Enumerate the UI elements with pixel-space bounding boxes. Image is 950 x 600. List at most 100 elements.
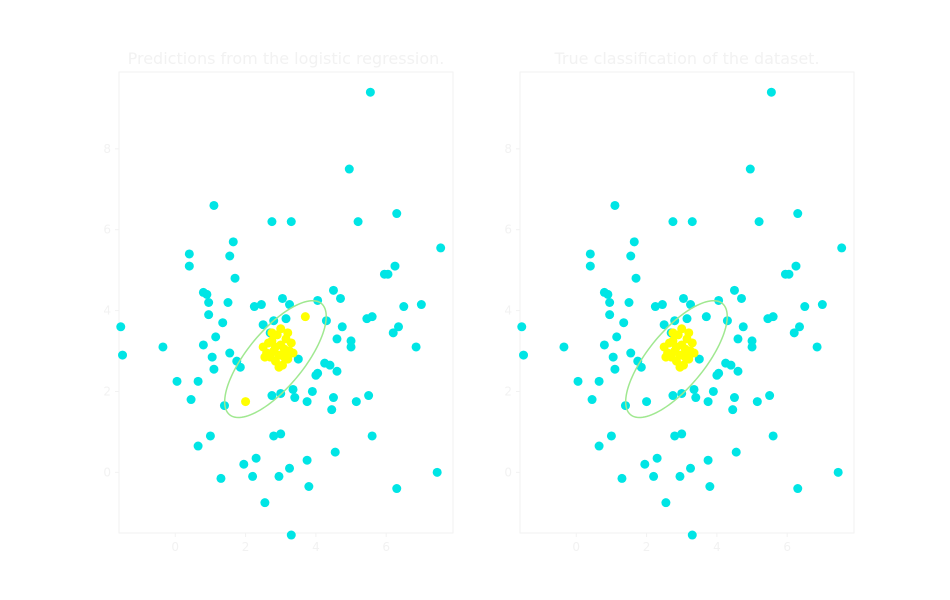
left-point-class-a [332, 366, 342, 376]
right-y-tick-label: 4 [504, 304, 512, 318]
left-points [116, 87, 446, 540]
right-decision-ellipse [624, 299, 728, 419]
right-point-class-a [703, 397, 713, 407]
right-x-tick-label: 6 [783, 540, 791, 554]
right-point-class-a [608, 352, 618, 362]
left-point-class-a [330, 447, 340, 457]
right-point-class-a [682, 314, 692, 324]
right-point-class-b [664, 338, 674, 348]
left-point-class-a [302, 455, 312, 465]
left-panel-predictions: Predictions from the logistic regression… [103, 49, 454, 554]
left-point-class-b [267, 328, 277, 338]
right-point-class-a [687, 217, 697, 227]
right-point-class-a [649, 471, 659, 481]
right-points [517, 87, 847, 540]
left-plot-frame [118, 71, 454, 534]
right-point-class-a [619, 318, 629, 328]
right-point-class-a [714, 368, 724, 378]
left-point-class-a [290, 393, 300, 403]
right-point-class-a [612, 332, 622, 342]
left-point-class-a [239, 459, 249, 469]
left-point-class-a [184, 249, 194, 259]
left-point-class-a [228, 237, 238, 247]
left-decision-ellipse [223, 299, 327, 419]
right-point-class-a [729, 285, 739, 295]
right-point-class-a [594, 376, 604, 386]
left-point-class-a [351, 397, 361, 407]
right-point-class-a [731, 447, 741, 457]
left-point-class-a [256, 300, 266, 310]
left-point-class-a [328, 285, 338, 295]
left-point-class-b [279, 352, 289, 362]
right-point-class-a [812, 342, 822, 352]
right-point-class-a [733, 366, 743, 376]
left-point-class-a [281, 314, 291, 324]
right-point-class-a [675, 471, 685, 481]
right-point-class-a [754, 217, 764, 227]
right-point-class-b [675, 362, 685, 372]
right-point-class-a [745, 164, 755, 174]
left-point-class-a [225, 251, 235, 261]
left-point-class-a [365, 87, 375, 97]
right-point-class-a [573, 376, 583, 386]
right-ellipse [624, 299, 728, 419]
right-point-class-a [605, 298, 615, 307]
left-y-tick-label: 8 [103, 142, 111, 156]
left-point-class-a [285, 300, 295, 310]
right-point-class-a [768, 312, 778, 322]
right-point-class-a [733, 334, 743, 344]
left-x-tick-label: 6 [382, 540, 390, 554]
right-point-class-a [728, 405, 738, 415]
right-point-class-a [624, 298, 634, 307]
right-y-tick-label: 6 [504, 223, 512, 237]
right-point-class-b [677, 324, 687, 334]
left-point-class-a [267, 217, 277, 227]
left-point-class-a [225, 348, 235, 358]
left-point-class-a [267, 391, 277, 401]
right-point-class-a [650, 302, 660, 312]
right-point-class-a [817, 300, 827, 310]
left-point-class-a [325, 360, 335, 370]
right-point-class-a [687, 530, 697, 540]
right-point-class-a [599, 340, 609, 350]
left-point-class-a [383, 269, 393, 279]
left-point-class-a [313, 368, 323, 378]
right-point-class-a [791, 261, 801, 271]
right-point-class-a [765, 391, 775, 401]
left-point-class-a [411, 342, 421, 352]
right-point-class-b [687, 338, 697, 348]
left-point-class-a [223, 298, 233, 307]
right-point-class-a [686, 300, 696, 310]
left-point-class-a [249, 302, 259, 312]
right-point-class-a [626, 251, 636, 261]
right-point-class-a [793, 209, 803, 219]
right-point-class-a [605, 310, 615, 320]
right-point-class-a [677, 429, 687, 439]
right-point-class-a [708, 386, 718, 396]
left-point-class-a [204, 298, 214, 307]
left-point-class-a [392, 484, 402, 494]
left-point-class-a [248, 471, 258, 481]
left-x-tick-label: 4 [312, 540, 320, 554]
right-point-class-a [729, 393, 739, 403]
left-point-class-a [205, 431, 215, 441]
left-point-class-a [277, 293, 287, 303]
right-point-class-a [752, 397, 762, 407]
left-point-class-a [209, 200, 219, 210]
right-x-tick-label: 0 [572, 540, 580, 554]
left-point-class-a [416, 300, 426, 310]
left-point-class-a [184, 261, 194, 271]
right-x-ticks: 0 2 4 6 [572, 533, 791, 554]
right-point-class-a [833, 467, 843, 477]
right-x-tick-label: 2 [643, 540, 651, 554]
left-point-class-a [276, 429, 286, 439]
left-point-class-a [307, 386, 317, 396]
right-point-class-b [680, 352, 690, 362]
left-point-class-a [304, 481, 314, 491]
left-point-class-a [390, 261, 400, 271]
right-point-class-a [703, 455, 713, 465]
right-point-class-a [736, 293, 746, 303]
right-y-tick-label: 0 [504, 465, 512, 479]
right-point-class-a [670, 431, 680, 441]
